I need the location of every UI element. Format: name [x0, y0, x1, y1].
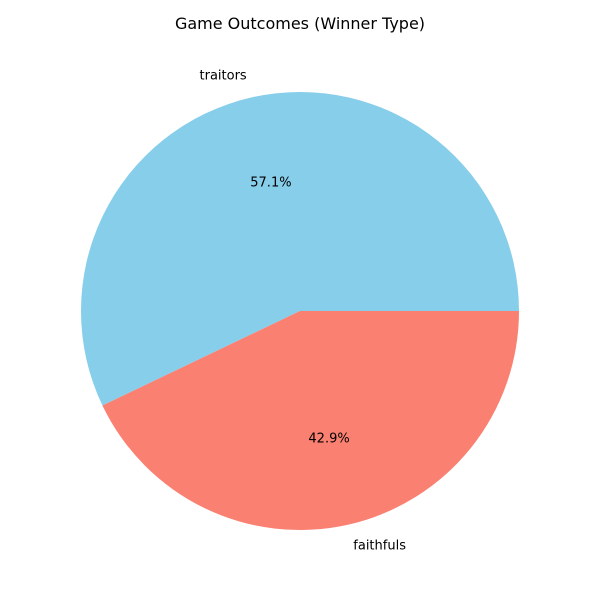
- pie-slice-traitors: [80, 92, 519, 406]
- pct-label-faithfuls: 42.9%: [308, 432, 349, 447]
- pie-slice-faithfuls: [102, 311, 520, 531]
- pie-slices: [80, 92, 520, 531]
- pie-labels: traitors 57.1% faithfuls 42.9%: [200, 69, 407, 554]
- slice-label-faithfuls: faithfuls: [353, 538, 406, 553]
- chart-title: Game Outcomes (Winner Type): [175, 14, 425, 33]
- pct-label-traitors: 57.1%: [250, 175, 291, 190]
- slice-label-traitors: traitors: [200, 69, 247, 84]
